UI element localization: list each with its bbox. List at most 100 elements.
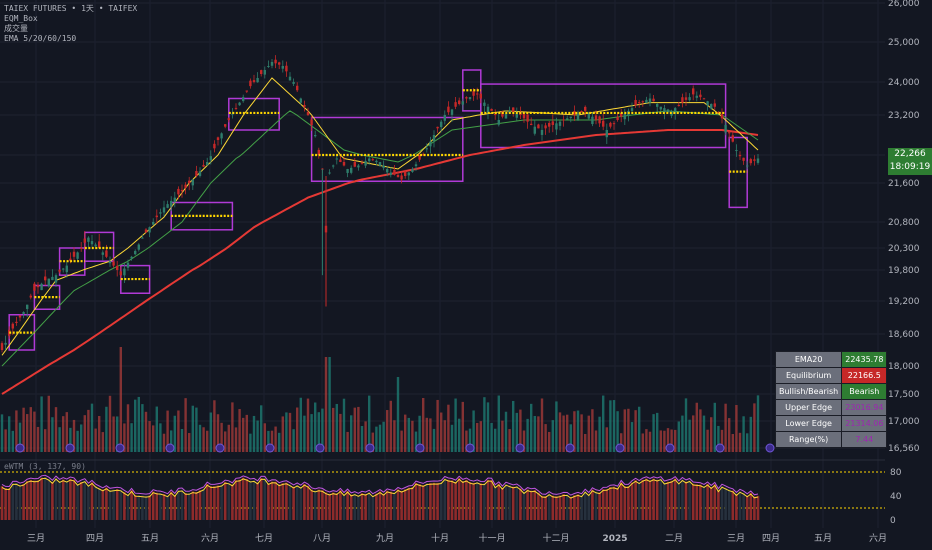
candle [123,268,126,276]
x-tick-label: 五月 [814,533,832,544]
volume-bar [436,399,439,452]
volume-bar [429,418,432,452]
candle [188,180,191,183]
volume-bar [314,402,317,452]
candle [209,156,212,161]
event-marker [515,443,525,453]
candle [206,162,209,166]
volume-bar [177,410,180,452]
candle [116,265,119,270]
candle [652,98,655,102]
volume-bar [440,412,443,452]
range-box [170,201,234,231]
oscillator-bar [22,483,25,520]
candle [440,121,443,128]
oscillator-bar [195,492,198,520]
candle [47,278,50,287]
volume-bar [29,407,32,452]
volume-bar [137,396,140,452]
info-label: Equilibrium [774,367,843,384]
oscillator-bar [659,478,663,520]
oscillator-bar [263,478,267,520]
y-tick-label: 19,200 [888,297,920,307]
oscillator-bar [292,486,295,520]
candle [51,276,54,281]
volume-bar [249,433,252,452]
ema60-line [1,110,759,367]
oscillator-bar [187,493,191,520]
candle [263,70,266,75]
volume-bar [375,426,378,452]
oscillator-bar [169,491,173,520]
candle [134,250,137,255]
event-marker [365,443,375,453]
oscillator-bar [166,495,169,520]
candle [400,175,403,180]
volume-bar [44,429,47,452]
oscillator-bar [731,490,735,520]
oscillator-bar [544,496,547,520]
volume-bar [756,395,760,452]
candle [386,169,389,173]
y-tick-label: 18,600 [888,330,920,340]
oscillator-bar [504,484,508,520]
candle [260,70,263,74]
oscillator-bar [605,489,609,520]
candle [274,59,277,64]
volume-bar [274,426,277,452]
volume-bar [501,420,504,452]
oscillator-bar [267,483,270,520]
volume-bar [62,416,65,452]
candle [616,116,619,120]
oscillator-bar [702,486,706,520]
oscillator-bar [616,487,619,520]
x-tick-label: 六月 [201,532,219,544]
candle [177,188,180,195]
volume-bar [141,404,144,452]
volume-bar [494,428,497,452]
oscillator-bar [47,478,51,520]
candle [80,247,83,249]
x-tick-label: 四月 [86,533,104,544]
event-marker [315,443,325,453]
candle [695,95,698,98]
volume-bar [684,398,688,452]
volume-bar [198,424,202,452]
oscillator-bar [141,495,144,520]
volume-bar [641,433,644,452]
y-tick-label: 16,560 [888,444,920,454]
oscillator-bar [522,492,526,520]
volume-bar [580,414,583,452]
oscillator-bar [547,493,551,520]
x-tick-label: 七月 [255,533,273,544]
candle [198,171,202,176]
candle [666,109,670,113]
candle [450,109,454,115]
candle [44,276,47,281]
candle [278,62,281,65]
volume-bar [245,414,248,452]
oscillator-bar [367,491,371,520]
candle [432,135,436,142]
oscillator-bar [119,489,123,520]
candle [353,161,356,167]
oscillator-bar [241,477,245,520]
oscillator-bar [342,494,346,520]
oscillator-bar [443,478,447,520]
candle [411,169,414,172]
candle [407,172,410,176]
oscillator-bar [720,485,724,520]
oscillator-bar [281,483,285,520]
candle [724,125,727,133]
candle [357,165,360,168]
volume-bar [504,411,508,452]
candle [18,315,22,318]
volume-bar [418,415,421,452]
y-tick-label: 21,600 [888,179,920,189]
oscillator-bar [288,484,292,520]
candle [83,238,86,243]
volume-bar [328,357,331,452]
candle [749,159,752,164]
oscillator-bar [562,494,565,520]
